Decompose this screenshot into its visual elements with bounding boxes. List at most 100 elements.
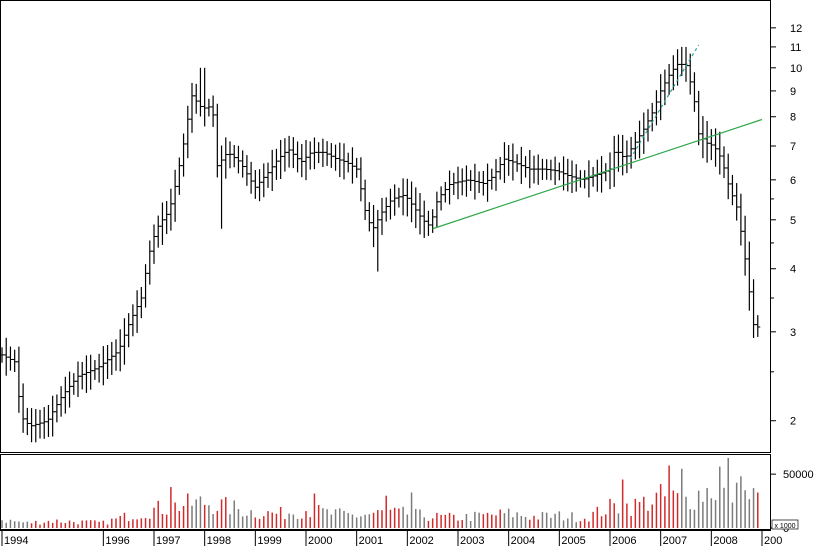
price-bar — [172, 169, 178, 222]
support-trendline — [432, 118, 763, 230]
price-bar — [396, 187, 402, 208]
y-tick-label: 2 — [790, 416, 796, 428]
y-tick-label: 9 — [790, 86, 796, 98]
y-tick-label: 11 — [790, 42, 801, 54]
price-bar — [138, 286, 144, 319]
x-tick-label: 2002 — [409, 535, 433, 546]
price-bar — [235, 145, 241, 174]
price-bar — [248, 161, 254, 194]
y-tick-label: 4 — [790, 264, 796, 276]
y-tick-label: 5 — [790, 215, 796, 227]
price-bar — [721, 146, 727, 179]
price-bar — [649, 102, 655, 132]
price-bar — [755, 315, 761, 337]
price-bar — [594, 159, 600, 192]
price-bar — [624, 140, 630, 174]
price-bar — [261, 163, 267, 198]
price-bar — [126, 313, 132, 348]
dashed-trendline — [629, 44, 700, 160]
price-bar — [463, 165, 469, 197]
price-bar — [100, 346, 106, 386]
y-tick-label: 3 — [790, 327, 796, 339]
price-bar — [366, 202, 372, 232]
y-tick-label: 6 — [790, 175, 796, 187]
price-bar — [147, 240, 153, 285]
price-bar — [16, 346, 22, 413]
price-bar — [658, 74, 664, 121]
price-bar — [227, 141, 233, 169]
plot-frames — [0, 0, 771, 531]
price-bar — [210, 95, 216, 127]
x-tick-label: 2003 — [460, 535, 484, 546]
trendlines — [432, 44, 763, 230]
price-bar — [143, 264, 149, 308]
price-bar — [738, 193, 744, 246]
price-bar — [96, 353, 102, 383]
price-bar — [691, 72, 697, 112]
price-bar — [409, 181, 415, 223]
price-bar — [105, 344, 111, 379]
price-bar — [333, 144, 339, 171]
price-bar — [447, 170, 453, 205]
price-bar — [299, 143, 305, 178]
x-tick-label: 1999 — [257, 535, 281, 546]
price-y-axis: 12 11 10 9 8 7 6 5 4 3 2 — [771, 23, 802, 428]
price-bar — [168, 188, 174, 231]
price-bar — [303, 139, 309, 181]
price-bar — [493, 159, 499, 191]
x-tick-label: 2007 — [663, 535, 687, 546]
x-tick-label: 2006 — [612, 535, 636, 546]
x-tick-label: 2000 — [308, 535, 332, 546]
price-bar — [535, 154, 541, 185]
price-bar — [358, 157, 364, 202]
price-bar — [307, 141, 313, 170]
x-tick-label: 2001 — [359, 535, 383, 546]
price-bar — [485, 163, 491, 202]
x-tick-label: 200 — [764, 535, 782, 546]
price-bar — [751, 279, 757, 338]
price-bar — [62, 376, 68, 414]
price-bar — [430, 209, 436, 233]
price-bar — [92, 360, 98, 380]
price-bar — [641, 112, 647, 154]
price-bar — [497, 156, 503, 180]
time-x-axis: 1994 1996 1997 1998 1999 2000 2001 2002 2003 2004… — [1, 530, 782, 547]
price-bar — [24, 407, 30, 436]
x-tick-label: 2005 — [561, 535, 585, 546]
price-bar — [79, 361, 85, 390]
price-bar — [252, 170, 258, 199]
price-bar — [33, 409, 39, 443]
price-bar — [12, 349, 18, 373]
price-bar — [282, 138, 288, 172]
price-bar — [50, 395, 56, 437]
price-bar — [206, 98, 212, 117]
price-bar — [117, 329, 123, 372]
price-bar — [729, 174, 735, 206]
price-bars — [0, 46, 761, 443]
x-tick-label: 2008 — [713, 535, 737, 546]
y-tick-label: 10 — [790, 63, 802, 75]
price-bar — [311, 137, 317, 170]
price-bar — [29, 408, 35, 443]
price-bar — [599, 156, 605, 193]
price-bar — [345, 152, 351, 173]
price-bar — [425, 210, 431, 236]
price-bar — [214, 103, 220, 178]
price-bar — [121, 318, 127, 365]
price-bar — [590, 166, 596, 187]
price-bar — [151, 224, 157, 264]
x-tick-label: 1996 — [105, 535, 129, 546]
price-bar — [265, 162, 271, 188]
x-tick-label: 1994 — [4, 535, 28, 546]
price-bar — [400, 178, 406, 216]
price-bar — [58, 386, 64, 417]
price-bar — [611, 135, 617, 187]
price-bar — [75, 361, 81, 397]
price-bar — [273, 148, 279, 180]
price-bar — [413, 187, 419, 229]
price-bar — [700, 116, 706, 159]
price-bar — [704, 120, 710, 163]
x-tick-label: 1997 — [156, 535, 180, 546]
price-bar — [442, 181, 448, 203]
